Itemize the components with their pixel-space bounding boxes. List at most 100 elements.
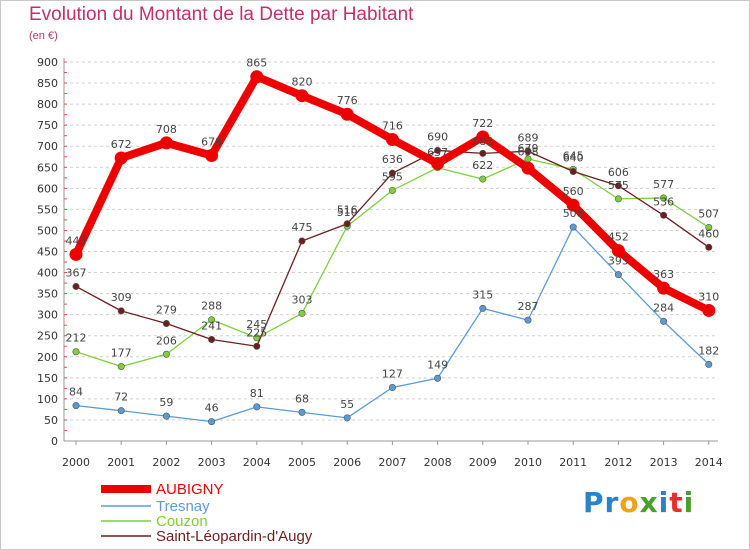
legend-entry: Couzon (156, 513, 208, 530)
data-label: 367 (66, 266, 87, 279)
y-tick-label: 150 (37, 372, 58, 385)
data-label: 309 (111, 291, 132, 304)
data-label: 55 (340, 398, 354, 411)
logo-letter: P (583, 486, 605, 519)
y-tick-label: 700 (37, 140, 58, 153)
data-label: 284 (653, 301, 674, 314)
data-point (479, 149, 487, 157)
data-label: 241 (201, 320, 222, 333)
data-point (298, 408, 306, 416)
data-point (162, 350, 170, 358)
data-point (660, 317, 668, 325)
x-tick-label: 2004 (243, 456, 271, 469)
logo-letter: i (683, 486, 695, 519)
data-point (524, 316, 532, 324)
data-point (253, 403, 261, 411)
data-point (208, 336, 216, 344)
series-tresnay (72, 223, 713, 426)
data-label: 622 (472, 159, 493, 172)
data-label: 820 (292, 76, 313, 89)
data-point (69, 247, 83, 261)
y-tick-label: 400 (37, 267, 58, 280)
series-saint-l-opardin-d-augy (72, 146, 713, 350)
x-tick-label: 2010 (514, 456, 542, 469)
x-tick-label: 2008 (424, 456, 452, 469)
y-tick-label: 50 (44, 414, 58, 427)
data-label: 475 (292, 221, 313, 234)
data-label: 363 (653, 268, 674, 281)
proxiti-logo: Proxiti (583, 486, 694, 519)
data-point (614, 182, 622, 190)
data-label: 689 (518, 131, 539, 144)
legend-entry: Saint-Léopardin-d'Augy (156, 528, 313, 545)
data-point (434, 146, 442, 154)
data-point (208, 316, 216, 324)
data-point (660, 194, 668, 202)
x-tick-label: 2000 (62, 456, 90, 469)
logo-letter: o (619, 486, 640, 519)
y-tick-label: 450 (37, 246, 58, 259)
data-point (702, 303, 716, 317)
logo-letter: i (658, 486, 670, 519)
data-label: 510 (337, 206, 358, 219)
data-point (159, 136, 173, 150)
chart-subtitle: (en €) (29, 30, 58, 42)
data-point (388, 384, 396, 392)
y-tick-label: 300 (37, 309, 58, 322)
data-point (569, 223, 577, 231)
data-point (298, 309, 306, 317)
data-point (340, 107, 354, 121)
data-point (250, 70, 264, 84)
data-label: 443 (66, 234, 87, 247)
data-point (431, 156, 445, 170)
data-point (657, 281, 671, 295)
data-point (479, 304, 487, 312)
data-point (476, 130, 490, 144)
data-label: 575 (608, 179, 629, 192)
data-point (569, 167, 577, 175)
data-point (117, 407, 125, 415)
x-tick-label: 2013 (650, 456, 678, 469)
data-label: 560 (563, 185, 584, 198)
data-label: 776 (337, 94, 358, 107)
data-point (117, 362, 125, 370)
data-label: 127 (382, 368, 403, 381)
data-label: 288 (201, 300, 222, 313)
logo-letter: r (604, 486, 620, 519)
y-tick-label: 500 (37, 224, 58, 237)
data-point (388, 186, 396, 194)
y-tick-label: 900 (37, 56, 58, 69)
data-label: 577 (653, 178, 674, 191)
data-label: 658 (518, 146, 539, 159)
x-tick-label: 2003 (198, 456, 226, 469)
data-label: 507 (698, 207, 719, 220)
data-point (72, 402, 80, 410)
x-tick-label: 2011 (559, 456, 587, 469)
y-tick-label: 250 (37, 330, 58, 343)
y-tick-label: 750 (37, 119, 58, 132)
data-point (72, 348, 80, 356)
data-point (295, 89, 309, 103)
data-point (614, 271, 622, 279)
x-tick-label: 2001 (107, 456, 135, 469)
data-label: 636 (382, 153, 403, 166)
data-label: 59 (159, 396, 173, 409)
data-point (388, 169, 396, 177)
data-label: 287 (518, 300, 539, 313)
data-label: 225 (246, 326, 267, 339)
logo-letter: t (669, 486, 684, 519)
data-point (208, 418, 216, 426)
data-point (434, 374, 442, 382)
logo-letter: x (639, 486, 659, 519)
data-label: 657 (427, 146, 448, 159)
data-label: 315 (472, 288, 493, 301)
data-label: 722 (472, 117, 493, 130)
x-tick-label: 2002 (152, 456, 180, 469)
data-point (614, 195, 622, 203)
data-label: 452 (608, 231, 629, 244)
data-label: 708 (156, 123, 177, 136)
data-point (162, 320, 170, 328)
data-point (114, 151, 128, 165)
